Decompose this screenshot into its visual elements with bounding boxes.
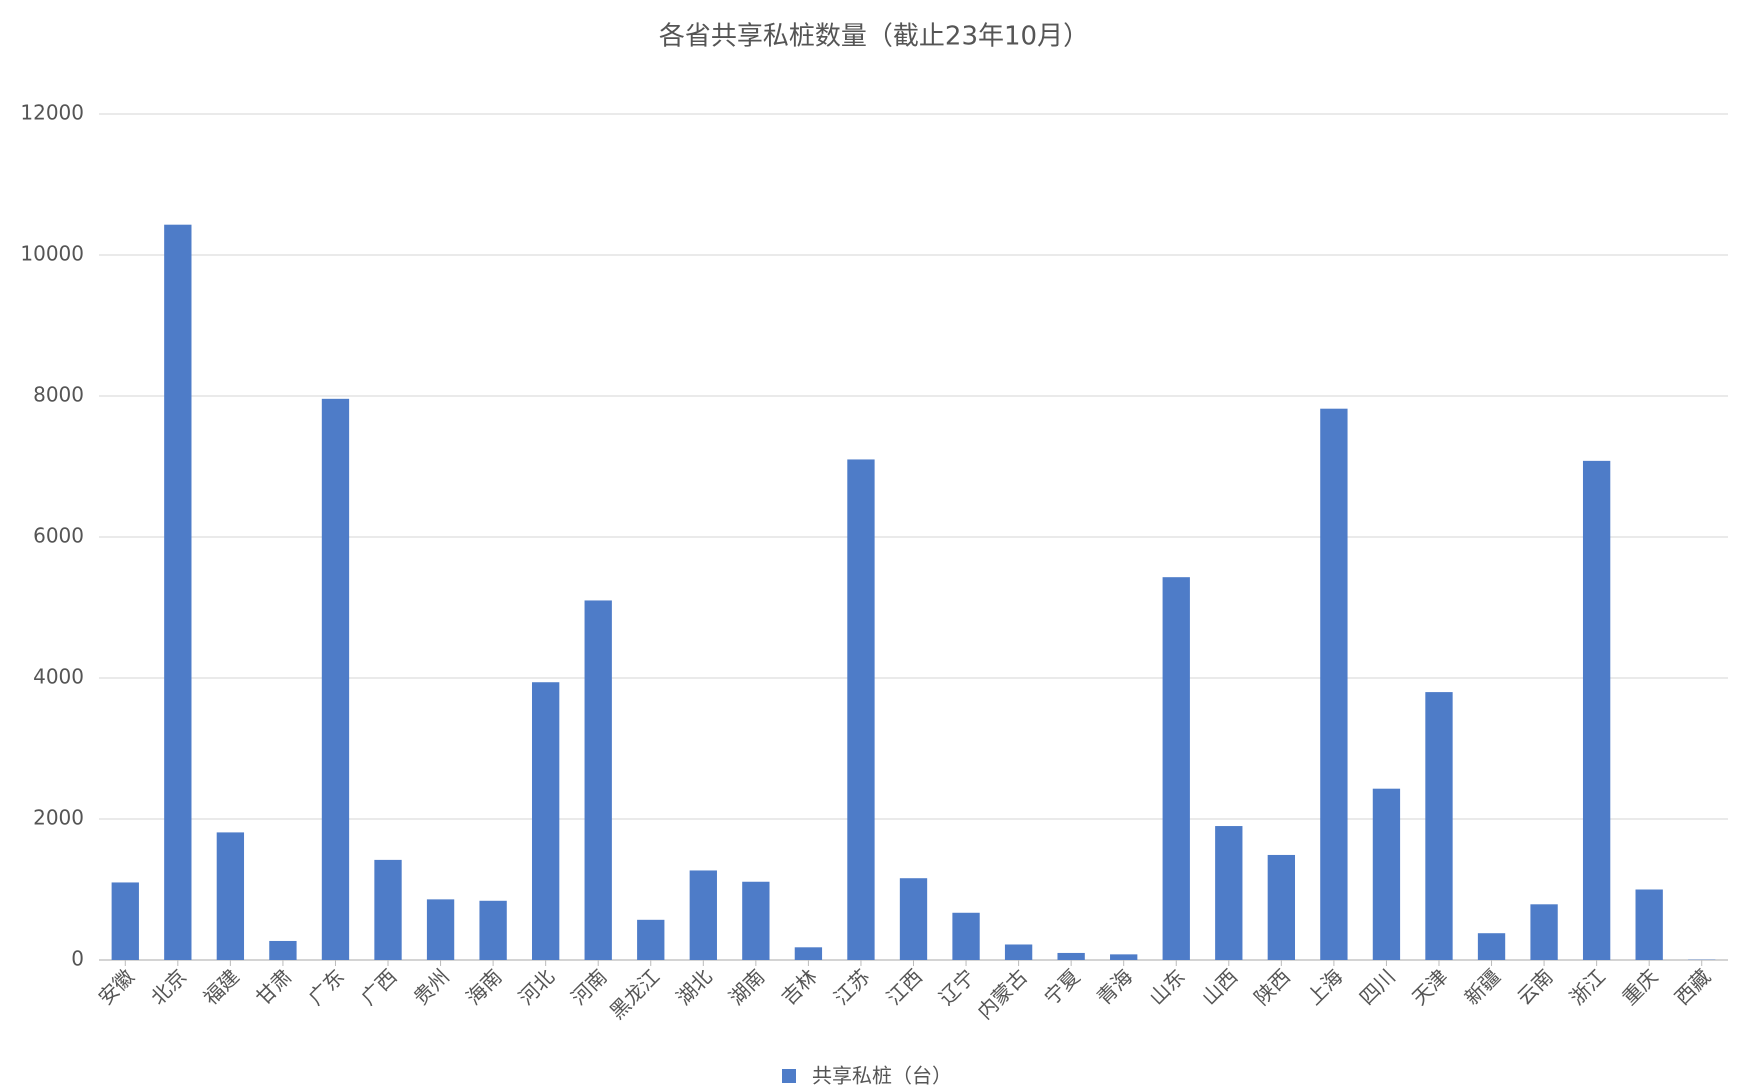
bar <box>1425 692 1453 960</box>
bar <box>164 224 192 960</box>
x-tick-label: 陕西 <box>1250 964 1295 1009</box>
bar <box>426 899 455 960</box>
bar <box>794 947 823 960</box>
bar <box>1635 889 1663 960</box>
legend-swatch <box>782 1069 796 1083</box>
x-tick-label: 北京 <box>146 964 191 1009</box>
x-tick-label: 辽宁 <box>934 964 979 1009</box>
bar <box>1267 854 1296 960</box>
legend-label: 共享私桩（台） <box>812 1064 952 1088</box>
x-tick-label: 新疆 <box>1460 964 1505 1009</box>
x-tick-label: 天津 <box>1407 964 1452 1009</box>
bar <box>1162 577 1190 960</box>
bar <box>1004 944 1033 960</box>
x-tick-label: 江苏 <box>829 964 874 1009</box>
bar <box>584 600 612 960</box>
x-tick-label: 江西 <box>882 964 927 1009</box>
x-tick-label: 河北 <box>514 964 559 1009</box>
bar <box>269 940 297 960</box>
bar <box>742 881 770 960</box>
x-tick-label: 山东 <box>1144 964 1189 1009</box>
x-tick-label: 甘肃 <box>251 964 296 1009</box>
bar <box>1110 954 1138 960</box>
y-tick-label: 2000 <box>33 806 84 830</box>
x-tick-label: 青海 <box>1092 964 1137 1009</box>
x-tick-label: 湖南 <box>724 964 769 1009</box>
y-tick-label: 10000 <box>20 242 84 266</box>
bar <box>1477 933 1506 960</box>
bar <box>847 459 875 960</box>
x-tick-label: 重庆 <box>1617 964 1662 1009</box>
x-tick-label: 宁夏 <box>1039 964 1084 1009</box>
x-tick-label: 广西 <box>356 964 401 1009</box>
bar <box>689 870 717 960</box>
y-tick-label: 8000 <box>33 383 84 407</box>
y-tick-label: 4000 <box>33 665 84 689</box>
bar <box>952 912 980 960</box>
bar <box>531 682 560 960</box>
bar <box>1320 408 1348 960</box>
x-tick-label: 云南 <box>1512 964 1557 1009</box>
x-tick-label: 浙江 <box>1565 964 1610 1009</box>
x-tick-label: 上海 <box>1302 964 1347 1009</box>
y-tick-label: 12000 <box>20 101 84 125</box>
y-tick-label: 6000 <box>33 524 84 548</box>
x-tick-label: 山西 <box>1197 964 1242 1009</box>
bar <box>1057 952 1085 960</box>
bar <box>899 878 928 960</box>
x-tick-label: 贵州 <box>409 964 454 1009</box>
x-tick-label: 河南 <box>566 964 611 1009</box>
bar <box>216 832 245 960</box>
x-tick-label: 黑龙江 <box>605 964 664 1023</box>
x-tick-label: 内蒙古 <box>973 964 1032 1023</box>
x-tick-label: 四川 <box>1355 964 1400 1009</box>
y-tick-label: 0 <box>71 947 84 971</box>
bar <box>1215 826 1243 960</box>
x-tick-label: 福建 <box>199 964 244 1009</box>
x-tick-label: 广东 <box>304 964 349 1009</box>
chart-title: 各省共享私桩数量（截止23年10月） <box>659 22 1089 52</box>
bar <box>1582 460 1611 960</box>
x-tick-label: 海南 <box>461 964 506 1009</box>
bar <box>111 882 139 960</box>
bar <box>374 859 402 960</box>
x-tick-label: 西藏 <box>1670 964 1715 1009</box>
x-tick-label: 安徽 <box>93 964 138 1009</box>
bar <box>479 900 507 960</box>
bar <box>1530 904 1558 960</box>
x-tick-label: 吉林 <box>777 964 822 1009</box>
bar <box>1372 788 1401 960</box>
bar <box>637 919 665 960</box>
x-tick-label: 湖北 <box>671 964 716 1009</box>
bar <box>321 398 350 960</box>
